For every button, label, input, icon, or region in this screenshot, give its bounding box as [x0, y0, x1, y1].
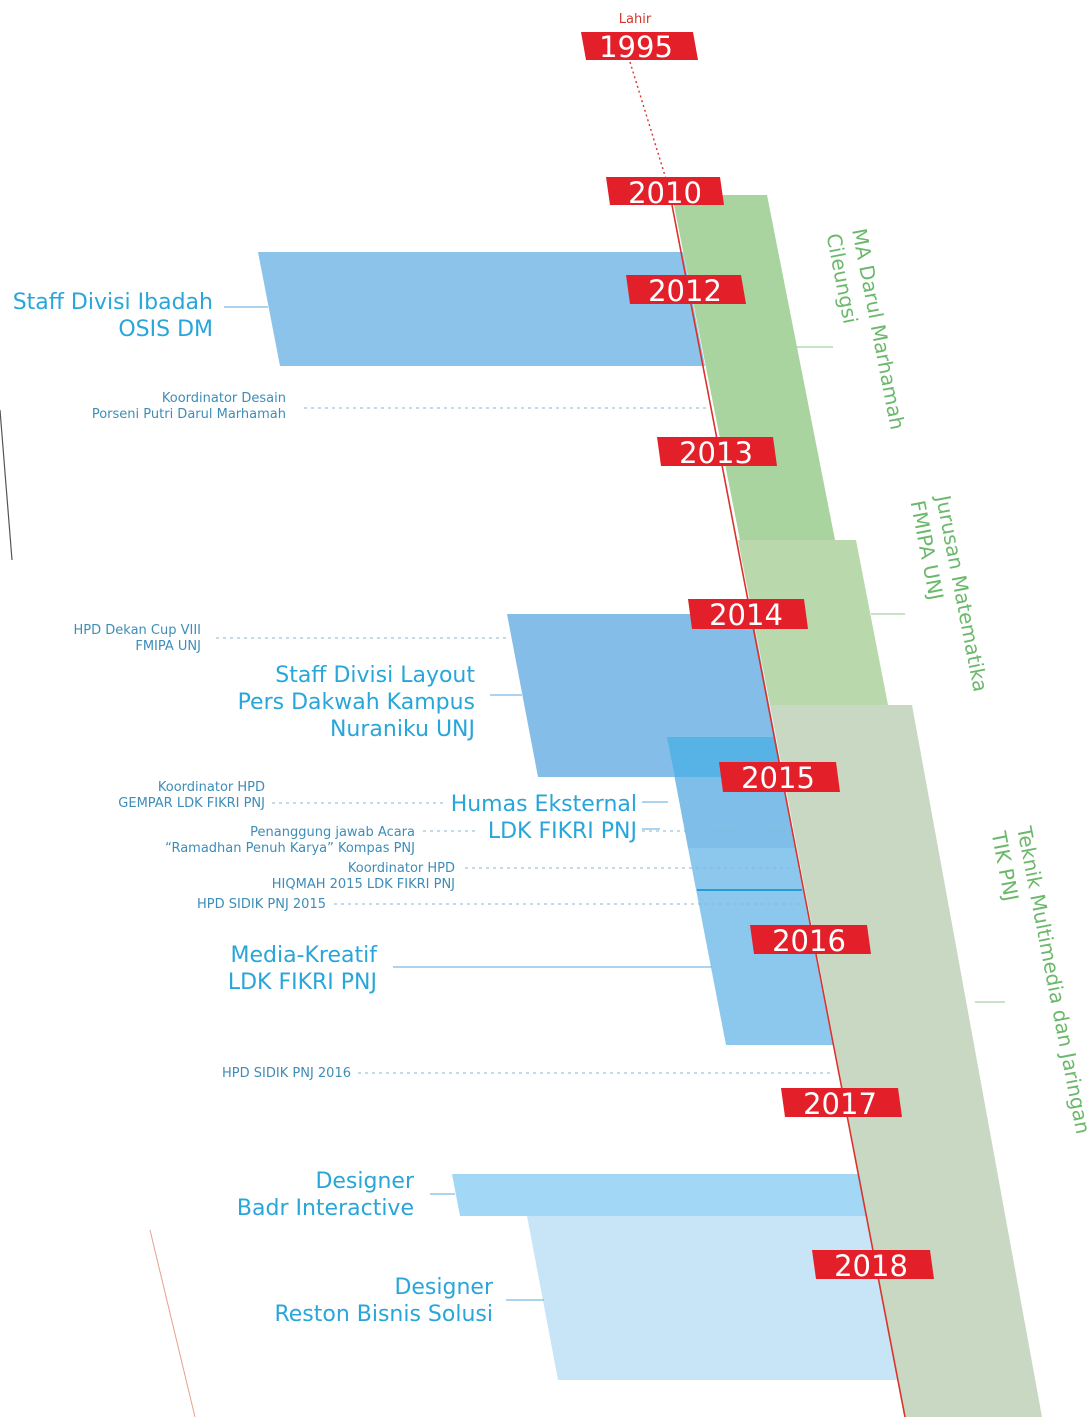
year-label-2014: 2014: [709, 598, 783, 632]
event-label-sidik-2016: HPD SIDIK PNJ 2016: [222, 1066, 351, 1081]
role-line2: Pers Dakwah Kampus: [238, 690, 475, 715]
event-line2: GEMPAR LDK FIKRI PNJ: [118, 796, 265, 811]
birth-label: Lahir: [619, 12, 652, 27]
year-badge-2010: [606, 177, 724, 205]
event-line2: “Ramadhan Penuh Karya” Kompas PNJ: [165, 841, 415, 856]
year-label-2015: 2015: [741, 761, 815, 795]
role-line2: Reston Bisnis Solusi: [274, 1302, 493, 1327]
role-label-badr: Designer Badr Interactive: [237, 1169, 415, 1221]
event-line1: Koordinator HPD: [348, 861, 455, 876]
event-label-gempar: Koordinator HPD GEMPAR LDK FIKRI PNJ: [118, 780, 265, 811]
role-label-reston: Designer Reston Bisnis Solusi: [274, 1275, 494, 1327]
timeline-spine: [671, 204, 906, 1418]
role-label-humas: Humas Eksternal LDK FIKRI PNJ: [451, 792, 637, 844]
event-line1: Koordinator HPD: [158, 780, 265, 795]
role-line1: Humas Eksternal: [451, 792, 637, 817]
education-band-tik-pnj: [770, 705, 1042, 1417]
education-line1: Teknik Multimedia dan Jaringan: [1012, 823, 1090, 1135]
event-line2: Porseni Putri Darul Marhamah: [92, 407, 286, 422]
role-bar-badr: [452, 1174, 866, 1216]
year-badge-2017: [781, 1088, 902, 1117]
year-badge-2014: [688, 599, 808, 629]
education-label-fmipa-unj: Jurusan Matematika FMIPA UNJ: [906, 491, 993, 693]
year-badge-2018: [812, 1250, 934, 1279]
event-line2: HIQMAH 2015 LDK FIKRI PNJ: [272, 877, 455, 892]
education-label-tik-pnj: Teknik Multimedia dan Jaringan TIK PNJ: [986, 823, 1090, 1135]
year-badge-1995: [581, 32, 698, 60]
event-label-sidik-2015: HPD SIDIK PNJ 2015: [197, 897, 326, 912]
year-label-2010: 2010: [628, 176, 702, 210]
event-line1: HPD Dekan Cup VIII: [74, 623, 202, 638]
role-bar-osis: [258, 252, 705, 366]
role-line1: Staff Divisi Ibadah: [13, 290, 213, 315]
year-badge-2016: [750, 925, 871, 954]
role-line2: OSIS DM: [118, 317, 213, 342]
year-badge-2012: [626, 275, 746, 304]
role-line1: Staff Divisi Layout: [275, 663, 475, 688]
role-line1: Designer: [315, 1169, 414, 1194]
role-line1: Media-Kreatif: [230, 943, 378, 968]
role-line2: LDK FIKRI PNJ: [488, 819, 637, 844]
event-label-ramadhan: Penanggung jawab Acara “Ramadhan Penuh K…: [165, 825, 415, 856]
education-band-fmipa-unj: [738, 540, 888, 705]
education-line1: MA Darul Marhamah: [847, 226, 910, 431]
event-label-porseni: Koordinator Desain Porseni Putri Darul M…: [92, 391, 286, 422]
role-label-nuraniku: Staff Divisi Layout Pers Dakwah Kampus N…: [238, 663, 476, 742]
year-label-2018: 2018: [834, 1249, 908, 1283]
event-line1: Koordinator Desain: [162, 391, 286, 406]
event-line1: Penanggung jawab Acara: [250, 825, 415, 840]
bottom-edge-guide: [149, 1229, 196, 1418]
year-badge-2013: [657, 437, 777, 466]
role-label-osis: Staff Divisi Ibadah OSIS DM: [13, 290, 213, 342]
education-band-ma-darul-marhamah: [672, 195, 835, 540]
event-label-hiqmah: Koordinator HPD HIQMAH 2015 LDK FIKRI PN…: [272, 861, 455, 892]
left-edge-guide: [0, 409, 13, 561]
role-line2: LDK FIKRI PNJ: [228, 970, 377, 995]
year-label-2012: 2012: [648, 274, 722, 308]
year-badge-2015: [719, 762, 840, 792]
year-label-2017: 2017: [803, 1087, 877, 1121]
event-label-dekan-cup: HPD Dekan Cup VIII FMIPA UNJ: [74, 623, 202, 654]
role-bar-reston: [527, 1216, 898, 1380]
role-label-media-kreatif: Media-Kreatif LDK FIKRI PNJ: [228, 943, 378, 995]
role-bar-nuraniku: [507, 614, 783, 777]
event-connectors: [216, 407, 833, 1074]
role-line1: Designer: [394, 1275, 493, 1300]
event-line2: FMIPA UNJ: [135, 639, 201, 654]
role-line2: Badr Interactive: [237, 1196, 414, 1221]
role-line3: Nuraniku UNJ: [330, 717, 475, 742]
education-label-ma-darul-marhamah: MA Darul Marhamah Cileungsi: [822, 226, 910, 431]
year-label-1995: 1995: [599, 30, 673, 64]
year-label-2013: 2013: [679, 436, 753, 470]
year-label-2016: 2016: [772, 924, 846, 958]
